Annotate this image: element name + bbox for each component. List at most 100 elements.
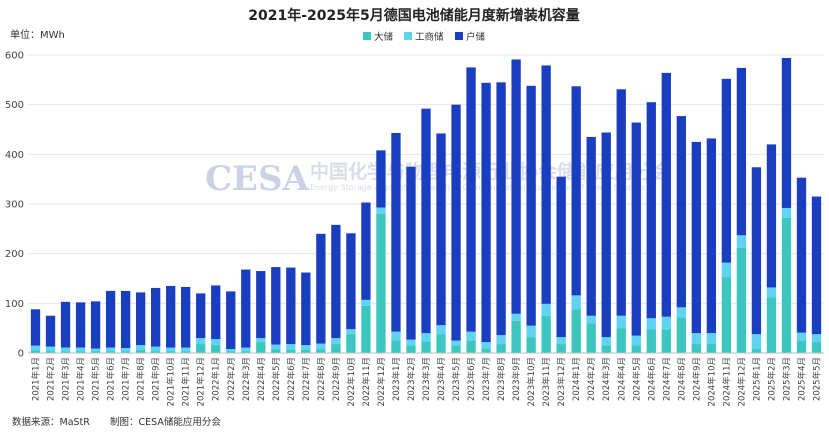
bar-segment-home (676, 116, 686, 308)
bar-segment-ci (511, 313, 521, 321)
bar-segment-ci (60, 347, 71, 352)
bar-segment-home (105, 290, 116, 348)
x-tick-label: 2023年3月 (421, 357, 432, 401)
bar-segment-large (481, 349, 491, 353)
x-tick-label: 2024年11月 (721, 357, 732, 406)
bar-segment-ci (676, 307, 686, 318)
bar-segment-home (256, 271, 266, 339)
bar-segment-ci (586, 315, 596, 324)
x-tick-label: 2023年7月 (481, 357, 492, 401)
x-tick-label: 2022年5月 (271, 357, 282, 401)
legend-swatch (404, 32, 412, 40)
bar-segment-home (286, 267, 296, 345)
x-tick-label: 2022年11月 (361, 357, 372, 406)
bar-segment-home (316, 233, 326, 344)
x-tick-label: 2021年8月 (136, 357, 147, 401)
legend-swatch (455, 32, 463, 40)
bar-segment-large (436, 334, 446, 353)
bar-segment-home (226, 291, 236, 350)
bar-segment-home (496, 82, 506, 336)
bar-segment-home (721, 78, 732, 263)
bar-segment-ci (796, 332, 807, 341)
bar-segment-ci (751, 334, 762, 350)
x-tick-label: 2023年9月 (511, 357, 522, 401)
x-tick-label: 2025年3月 (781, 357, 792, 401)
bar-segment-large (631, 345, 641, 353)
x-tick-label: 2021年12月 (196, 357, 207, 406)
x-tick-label: 2021年10月 (166, 357, 177, 406)
bar-segment-ci (256, 338, 266, 343)
y-tick-label: 0 (18, 349, 24, 360)
x-tick-label: 2025年2月 (766, 357, 777, 401)
bar-segment-large (781, 217, 792, 353)
bar-segment-home (90, 301, 101, 349)
bar-segment-home (376, 150, 386, 208)
bar-segment-large (721, 277, 732, 353)
bar-segment-ci (451, 340, 461, 346)
x-tick-label: 2022年8月 (316, 357, 327, 401)
bar-segment-ci (271, 344, 281, 350)
bar-segment-large (376, 213, 386, 353)
bar-segment-large (301, 350, 311, 353)
bar-segment-large (271, 349, 281, 353)
bar-segment-large (601, 345, 611, 353)
bar-segment-ci (421, 333, 431, 342)
x-tick-label: 2024年6月 (646, 357, 657, 401)
watermark-logo: CESA (205, 159, 310, 199)
bar-segment-ci (601, 337, 611, 346)
data-source: 数据来源：MaStR (12, 416, 90, 428)
bar-segment-large (451, 345, 461, 353)
y-tick-label: 500 (5, 100, 24, 111)
bar-segment-large (751, 349, 762, 353)
bar-segment-ci (661, 316, 671, 330)
bar-segment-large (196, 344, 206, 353)
bar-segment-ci (75, 347, 86, 352)
bar-segment-large (676, 317, 686, 353)
bar-segment-large (526, 337, 536, 353)
bar-segment-home (436, 133, 446, 326)
bar-segment-home (75, 302, 86, 348)
legend-label: 户储 (466, 31, 486, 43)
bar-segment-large (646, 329, 656, 353)
bar-segment-ci (646, 318, 656, 330)
bar-segment-large (120, 351, 131, 353)
x-tick-label: 2022年2月 (226, 357, 237, 401)
y-tick-label: 300 (5, 200, 24, 211)
bar-segment-ci (466, 331, 476, 341)
bar-segment-large (616, 328, 626, 353)
bar-segment-ci (361, 299, 371, 306)
bar-segment-large (661, 329, 671, 353)
x-tick-label: 2021年4月 (76, 357, 87, 401)
bar-segment-ci (616, 315, 626, 329)
watermark-en: Energy Storage Application Branch of Chi… (310, 183, 645, 192)
x-tick-label: 2024年8月 (676, 357, 687, 401)
bar-segment-large (45, 351, 56, 353)
bar-segment-home (135, 292, 146, 346)
bar-segment-home (601, 132, 611, 338)
x-tick-label: 2023年5月 (451, 357, 462, 401)
bar-segment-home (391, 132, 401, 332)
bar-segment-ci (556, 337, 566, 345)
bar-segment-ci (631, 335, 641, 346)
bar-segment-home (166, 285, 176, 348)
y-tick-label: 400 (5, 150, 24, 161)
bar-segment-ci (406, 339, 416, 346)
x-tick-label: 2021年1月 (31, 357, 42, 401)
bar-segment-large (181, 351, 191, 353)
bar-segment-large (556, 344, 566, 353)
x-tick-label: 2024年9月 (691, 357, 702, 401)
bar-segment-large (346, 334, 356, 353)
bar-segment-large (135, 350, 146, 353)
bar-segment-home (691, 141, 701, 334)
bar-segment-large (105, 351, 116, 353)
bar-segment-large (30, 350, 41, 353)
bar-segment-large (331, 344, 341, 353)
bar-segment-large (406, 345, 416, 353)
x-tick-label: 2023年4月 (436, 357, 447, 401)
x-tick-label: 2022年3月 (241, 357, 252, 401)
bar-segment-home (451, 104, 461, 341)
bar-segment-ci (181, 347, 191, 352)
x-tick-label: 2025年1月 (751, 357, 762, 401)
bar-segment-large (90, 351, 101, 353)
legend-swatch (363, 32, 371, 40)
